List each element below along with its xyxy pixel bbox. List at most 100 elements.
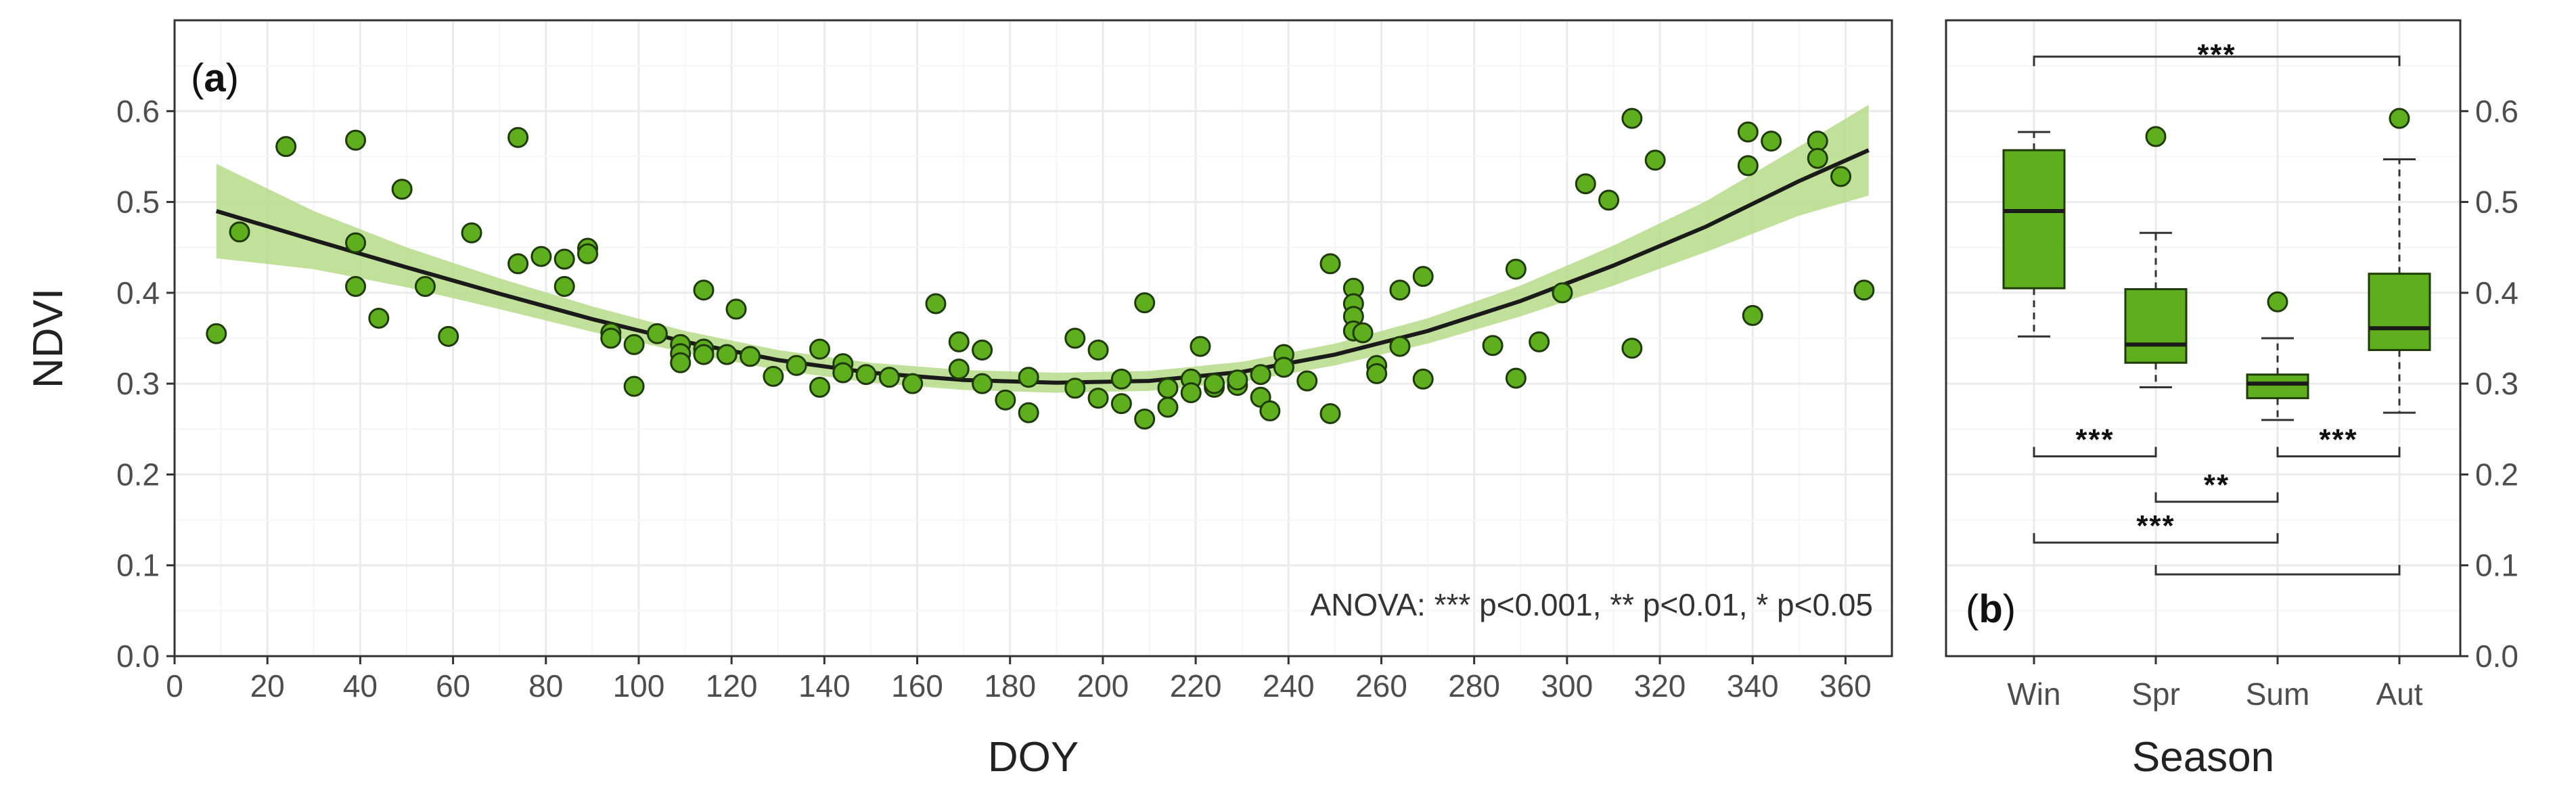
data-point [1807, 147, 1828, 169]
sig-bracket-line [2154, 565, 2401, 576]
sig-bracket-label: ** [2204, 469, 2230, 502]
sig-bracket-label: *** [2136, 509, 2175, 543]
data-point [206, 323, 227, 344]
data-point [725, 298, 747, 320]
x-axis-title-doy: DOY [988, 734, 1079, 781]
b-y-tick-label: 0.5 [2475, 185, 2518, 220]
panel-a-y-ticks: 0.0 0.1 0.2 0.3 0.4 0.5 0.6 [116, 93, 175, 674]
box-spr [2124, 126, 2188, 389]
x-tick-label: 140 [798, 668, 851, 704]
data-point [809, 377, 830, 398]
y-tick-label: 0.3 [116, 366, 160, 401]
data-point [553, 248, 575, 270]
data-point [1134, 409, 1156, 430]
sig-bracket-win-spr: *** [2033, 423, 2157, 458]
data-point [1598, 189, 1620, 211]
data-point [1319, 402, 1341, 424]
x-tick-label: 220 [1170, 668, 1222, 704]
data-point [1018, 402, 1039, 423]
y-tick-label: 0.5 [116, 185, 160, 220]
b-x-tick-label: Win [2007, 676, 2060, 712]
b-x-tick-label: Spr [2131, 676, 2180, 712]
box-body [2002, 149, 2066, 290]
sig-bracket-label: *** [2319, 423, 2357, 457]
b-y-tick-label: 0.3 [2475, 366, 2518, 401]
data-point [507, 253, 529, 275]
data-point [345, 232, 367, 254]
panel-b-y-ticks: 0.0 0.1 0.2 0.3 0.4 0.5 0.6 [2460, 93, 2518, 674]
panel-a-border [173, 19, 1893, 658]
y-tick-label: 0.0 [116, 639, 160, 674]
panel-b-season-boxplot: ************** Win Spr Sum Aut 0.00.10.20.3… [1945, 19, 2518, 781]
data-point [693, 344, 715, 365]
data-point [1296, 370, 1318, 392]
x-tick-label: 280 [1448, 668, 1500, 704]
x-tick-label: 320 [1634, 668, 1686, 704]
data-point [693, 279, 715, 301]
b-x-tick-label: Aut [2376, 676, 2422, 712]
y-axis-title-ndvi: NDVI [25, 288, 72, 388]
data-point [368, 307, 390, 329]
panel-a-label: (a) [191, 56, 239, 100]
data-point [809, 338, 830, 360]
x-tick-label: 100 [613, 668, 665, 704]
data-point [1389, 336, 1411, 357]
panel-b-border [1945, 19, 2462, 658]
data-point [1505, 258, 1527, 280]
box-win [2002, 131, 2066, 338]
data-point [786, 354, 807, 376]
x-tick-label: 240 [1263, 668, 1315, 704]
sig-bracket-label: *** [2197, 39, 2236, 72]
data-point [1830, 166, 1852, 187]
box-body [2368, 273, 2431, 351]
data-point [623, 333, 645, 355]
x-tick-label: 300 [1541, 668, 1593, 704]
data-point [1644, 149, 1666, 171]
box-outlier [2389, 108, 2410, 129]
data-point [1575, 173, 1596, 195]
data-point [1412, 266, 1434, 287]
sig-bracket-line [2033, 55, 2401, 66]
panel-a-doy-scatter: 0 20 40 60 80 100 120 140 160 180 200 220 240 260 280 3… [25, 19, 1893, 781]
data-point [1505, 367, 1527, 389]
x-tick-label: 340 [1727, 668, 1779, 704]
data-point [1807, 131, 1828, 152]
panel-b-x-ticks: Win Spr Sum Aut [2007, 656, 2423, 712]
data-point [855, 364, 877, 386]
x-tick-label: 80 [528, 668, 563, 704]
panel-a-fit-line [215, 148, 1870, 385]
data-point [1621, 338, 1643, 359]
data-point [1064, 377, 1086, 399]
x-tick-label: 260 [1355, 668, 1407, 704]
data-point [925, 293, 947, 315]
data-point [1064, 327, 1086, 349]
data-point [1529, 331, 1550, 352]
data-point [391, 179, 413, 200]
data-point [275, 136, 297, 158]
data-point [1742, 304, 1763, 326]
data-point [1366, 363, 1388, 384]
data-point [1259, 400, 1281, 421]
data-point [1134, 292, 1156, 314]
data-point [1018, 367, 1039, 388]
y-tick-label: 0.1 [116, 548, 160, 583]
data-point [1157, 377, 1179, 399]
data-point [1157, 396, 1179, 418]
data-point [1552, 282, 1573, 304]
sig-bracket-label: *** [2075, 423, 2114, 457]
data-point [670, 352, 692, 373]
x-tick-label: 360 [1820, 668, 1872, 704]
anova-note: ANOVA: *** p<0.001, ** p<0.01, * p<0.05 [1310, 587, 1873, 622]
y-tick-label: 0.6 [116, 93, 160, 129]
x-tick-label: 60 [436, 668, 470, 704]
box-sum [2246, 291, 2309, 421]
data-point [577, 243, 598, 264]
b-y-tick-label: 0.6 [2475, 93, 2518, 129]
data-point [1482, 335, 1504, 356]
x-tick-label: 20 [250, 668, 285, 704]
data-point [345, 129, 367, 151]
x-tick-label: 200 [1077, 668, 1129, 704]
sig-bracket-line [2154, 492, 2279, 503]
data-point [878, 367, 900, 388]
data-point [438, 325, 459, 347]
